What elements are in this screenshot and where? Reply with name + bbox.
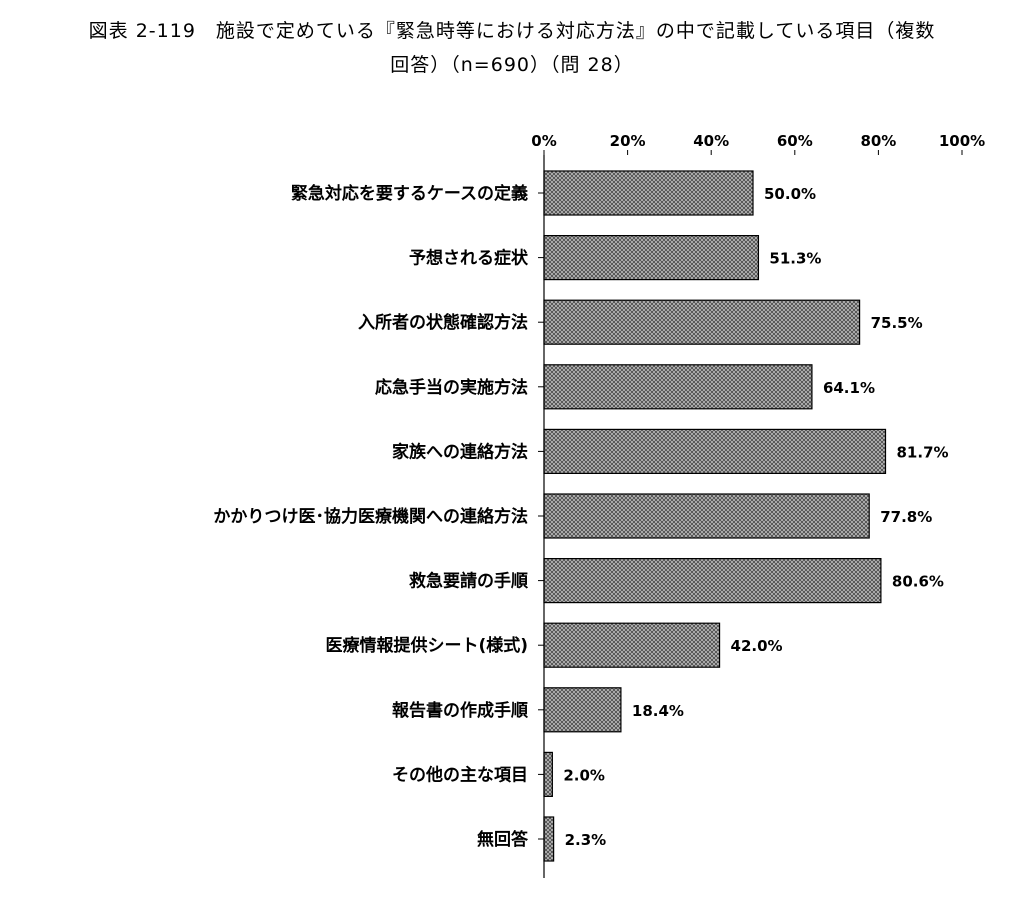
bar — [543, 622, 721, 668]
data-label: 18.4% — [632, 702, 684, 720]
bar — [543, 299, 861, 345]
bar — [543, 235, 760, 281]
category-label: 家族への連絡方法 — [392, 441, 528, 462]
category-label: 無回答 — [477, 829, 529, 850]
chart-title-line-1: 図表 2-119 施設で定めている『緊急時等における対応方法』の中で記載している… — [88, 20, 936, 42]
chart-title-line-2: 回答）（n=690）（問 28） — [390, 54, 634, 76]
bar — [543, 364, 813, 410]
bar — [543, 816, 555, 862]
x-tick-label: 80% — [860, 132, 896, 150]
bar — [543, 170, 754, 216]
data-label: 2.0% — [563, 766, 605, 784]
category-label: 予想される症状 — [409, 248, 529, 269]
category-label: かかりつけ医･協力医療機関への連絡方法 — [213, 506, 528, 527]
category-label: 入所者の状態確認方法 — [358, 312, 528, 333]
bar — [543, 687, 622, 733]
category-label: 緊急対応を要するケースの定義 — [291, 183, 528, 204]
data-label: 77.8% — [880, 508, 932, 526]
data-label: 75.5% — [871, 314, 923, 332]
x-tick-label: 20% — [610, 132, 646, 150]
x-tick-label: 0% — [531, 132, 556, 150]
x-tick-label: 100% — [939, 132, 985, 150]
x-tick-label: 60% — [777, 132, 813, 150]
bar — [543, 493, 870, 539]
data-label: 51.3% — [769, 250, 821, 268]
data-label: 64.1% — [823, 379, 875, 397]
category-label: 報告書の作成手順 — [392, 700, 529, 721]
data-label: 42.0% — [731, 637, 783, 655]
category-label: その他の主な項目 — [392, 764, 528, 785]
category-label: 医療情報提供シート(様式) — [325, 635, 528, 656]
bar — [543, 557, 882, 604]
x-tick-label: 40% — [693, 132, 729, 150]
bar — [543, 428, 887, 474]
data-label: 2.3% — [565, 831, 607, 849]
category-label: 応急手当の実施方法 — [375, 377, 528, 398]
chart-title: 図表 2-119 施設で定めている『緊急時等における対応方法』の中で記載している… — [0, 14, 1024, 82]
category-label: 救急要請の手順 — [409, 571, 529, 592]
bar — [543, 751, 553, 798]
data-label: 80.6% — [892, 573, 944, 591]
data-label: 81.7% — [897, 443, 949, 461]
data-label: 50.0% — [764, 185, 816, 203]
